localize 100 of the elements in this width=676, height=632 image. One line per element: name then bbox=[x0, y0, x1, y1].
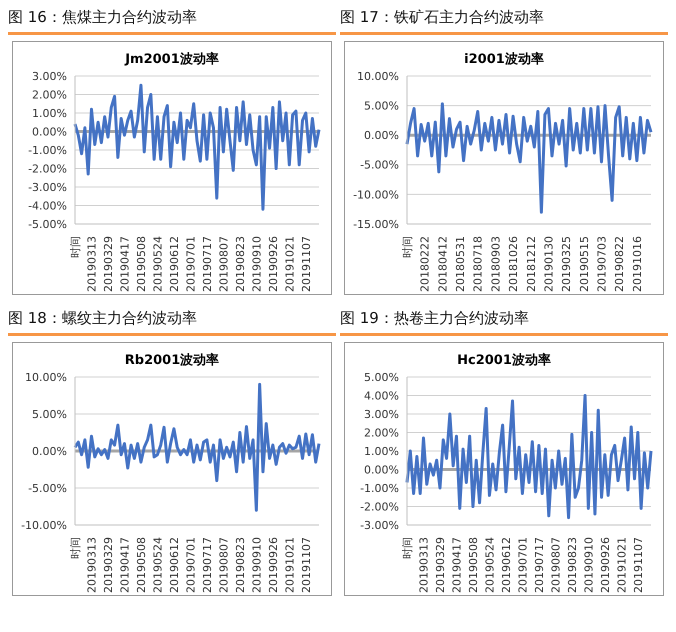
x-tick-label: 20190717 bbox=[200, 537, 214, 593]
x-tick-label: 20190823 bbox=[234, 537, 247, 593]
x-tick-label: 时间 bbox=[401, 537, 414, 559]
x-tick-label: 20190807 bbox=[217, 236, 230, 292]
x-tick-label: 20190612 bbox=[168, 537, 181, 593]
x-tick-label: 20190701 bbox=[516, 537, 530, 593]
y-tick-label: 2.00% bbox=[32, 88, 67, 102]
x-tick-label: 20190524 bbox=[483, 537, 496, 593]
chart-title: 图 19：热卷主力合约波动率 bbox=[340, 309, 530, 329]
x-tick-label: 20190822 bbox=[613, 236, 626, 292]
x-tick-label: 20190701 bbox=[184, 236, 198, 292]
x-tick-label: 20191016 bbox=[630, 236, 644, 292]
y-tick-label: 0.00% bbox=[364, 463, 399, 476]
x-tick-label: 20190926 bbox=[266, 236, 280, 292]
y-tick-label: 5.00% bbox=[32, 408, 67, 421]
y-tick-label: -10.00% bbox=[21, 518, 67, 532]
chart-subtitle: Jm2001波动率 bbox=[124, 50, 220, 68]
y-tick-label: -1.00% bbox=[28, 144, 67, 157]
y-tick-label: 2.00% bbox=[364, 426, 399, 440]
x-tick-label: 20190313 bbox=[85, 537, 98, 593]
x-tick-label: 20190910 bbox=[250, 236, 264, 292]
y-tick-label: -3.00% bbox=[28, 180, 67, 194]
y-tick-label: -15.00% bbox=[353, 218, 399, 231]
x-tick-label: 20190823 bbox=[234, 236, 247, 292]
y-tick-label: 0.00% bbox=[32, 125, 67, 138]
x-tick-label: 20180531 bbox=[454, 236, 468, 292]
y-tick-label: -5.00% bbox=[28, 482, 67, 495]
x-tick-label: 20191021 bbox=[615, 537, 628, 593]
chart-subtitle: Hc2001波动率 bbox=[456, 352, 552, 369]
x-tick-label: 20190515 bbox=[578, 236, 591, 292]
y-tick-label: -4.00% bbox=[28, 199, 67, 212]
x-tick-label: 时间 bbox=[69, 236, 82, 258]
x-tick-label: 20180222 bbox=[418, 236, 432, 292]
x-tick-label: 20190130 bbox=[542, 236, 556, 292]
y-tick-label: 1.00% bbox=[364, 444, 399, 458]
x-tick-label: 20191107 bbox=[300, 537, 313, 593]
chart-subtitle: i2001波动率 bbox=[463, 50, 545, 68]
line-series bbox=[406, 394, 652, 520]
x-tick-label: 20190701 bbox=[184, 537, 198, 593]
x-tick-label: 20190823 bbox=[566, 537, 579, 593]
x-tick-label: 20190524 bbox=[151, 537, 164, 593]
y-tick-label: -2.00% bbox=[28, 162, 67, 176]
x-tick-label: 20190417 bbox=[118, 236, 132, 292]
y-tick-label: -2.00% bbox=[360, 500, 399, 514]
chart-title: 图 18：螺纹主力合约波动率 bbox=[8, 309, 198, 329]
y-tick-label: 10.00% bbox=[25, 370, 67, 384]
x-tick-label: 20190329 bbox=[434, 537, 447, 593]
y-tick-label: 0.00% bbox=[364, 129, 399, 142]
x-tick-label: 20190524 bbox=[151, 236, 164, 292]
line-series bbox=[74, 84, 320, 211]
x-tick-label: 20180903 bbox=[489, 236, 502, 292]
line-series bbox=[74, 382, 320, 512]
y-tick-label: -3.00% bbox=[360, 518, 399, 532]
x-tick-label: 20180412 bbox=[436, 236, 450, 292]
x-tick-label: 20190910 bbox=[250, 537, 264, 593]
x-tick-label: 20190807 bbox=[217, 537, 230, 593]
x-tick-label: 20180718 bbox=[472, 236, 485, 292]
y-tick-label: 5.00% bbox=[364, 100, 399, 113]
x-tick-label: 20191021 bbox=[283, 537, 296, 593]
y-tick-label: 3.00% bbox=[364, 408, 399, 421]
x-tick-label: 20190325 bbox=[560, 236, 574, 292]
x-tick-label: 20181212 bbox=[524, 236, 538, 292]
x-tick-label: 20190417 bbox=[118, 537, 132, 593]
x-tick-label: 20190417 bbox=[450, 537, 464, 593]
y-tick-label: 10.00% bbox=[357, 70, 399, 83]
x-tick-label: 20190910 bbox=[582, 537, 596, 593]
y-tick-label: -5.00% bbox=[28, 218, 67, 231]
x-tick-label: 时间 bbox=[401, 236, 414, 258]
y-tick-label: -10.00% bbox=[353, 188, 399, 202]
y-tick-label: 4.00% bbox=[364, 389, 399, 402]
x-tick-label: 20190612 bbox=[500, 537, 513, 593]
x-tick-label: 20190329 bbox=[102, 236, 115, 292]
chart-title: 图 17：铁矿石主力合约波动率 bbox=[340, 8, 545, 28]
y-tick-label: 1.00% bbox=[32, 106, 67, 120]
x-tick-label: 20191021 bbox=[283, 236, 296, 292]
x-tick-label: 20191107 bbox=[300, 236, 313, 292]
y-tick-label: 0.00% bbox=[32, 444, 67, 458]
y-tick-label: 3.00% bbox=[32, 70, 67, 83]
y-tick-label: -5.00% bbox=[360, 158, 399, 172]
x-tick-label: 20190313 bbox=[85, 236, 98, 292]
x-tick-label: 20190329 bbox=[102, 537, 115, 593]
chart-subtitle: Rb2001波动率 bbox=[124, 352, 220, 369]
x-tick-label: 20190926 bbox=[266, 537, 280, 593]
y-tick-label: 5.00% bbox=[364, 370, 399, 384]
x-tick-label: 时间 bbox=[69, 537, 82, 559]
x-tick-label: 20181026 bbox=[507, 236, 520, 292]
x-tick-label: 20190612 bbox=[168, 236, 181, 292]
x-tick-label: 20190717 bbox=[200, 236, 214, 292]
x-tick-label: 20190717 bbox=[532, 537, 546, 593]
x-tick-label: 20190508 bbox=[466, 537, 480, 593]
x-tick-label: 20190508 bbox=[134, 236, 148, 292]
chart-title: 图 16：焦煤主力合约波动率 bbox=[8, 8, 198, 28]
y-tick-label: -1.00% bbox=[360, 482, 399, 495]
x-tick-label: 20190313 bbox=[417, 537, 430, 593]
line-series bbox=[406, 102, 652, 214]
x-tick-label: 20190926 bbox=[598, 537, 612, 593]
x-tick-label: 20190703 bbox=[595, 236, 608, 292]
x-tick-label: 20190508 bbox=[134, 537, 148, 593]
x-tick-label: 20191107 bbox=[632, 537, 645, 593]
x-tick-label: 20190807 bbox=[549, 537, 562, 593]
